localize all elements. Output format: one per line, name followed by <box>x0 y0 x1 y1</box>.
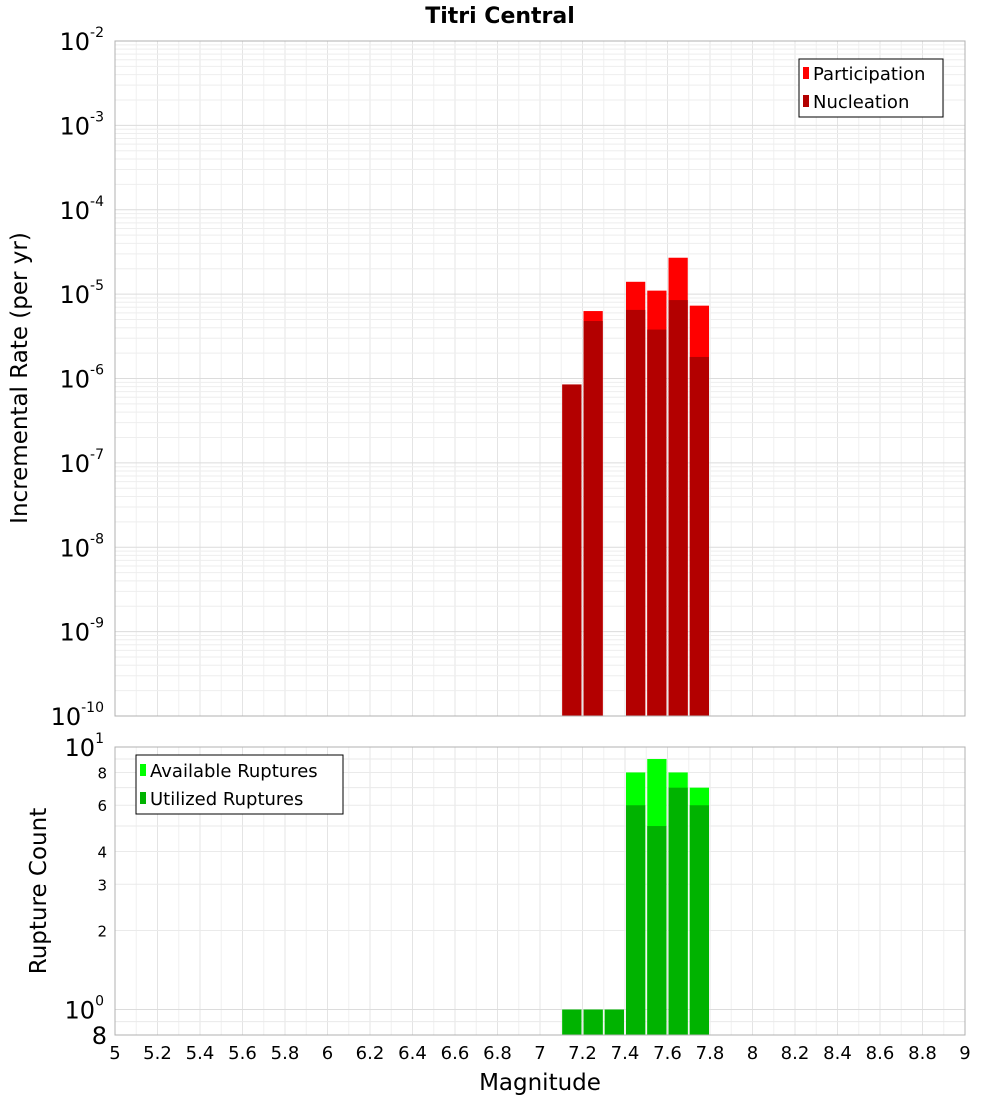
bar-utilized-ruptures <box>668 787 688 1035</box>
legend-swatch-nucleation <box>803 95 809 107</box>
bottom-y-minor-tick-label: 6 <box>97 797 107 815</box>
top-legend-box <box>798 58 944 118</box>
x-tick-label: 8.4 <box>823 1043 852 1064</box>
legend-swatch-utilized-ruptures <box>140 792 146 804</box>
bottom-legend: Available Ruptures Utilized Ruptures <box>135 754 344 815</box>
x-tick-label: 5 <box>109 1043 120 1064</box>
x-tick-label: 8.2 <box>781 1043 810 1064</box>
bottom-legend-box <box>135 754 344 815</box>
legend-swatch-available-ruptures <box>140 764 146 776</box>
legend-label-available-ruptures: Available Ruptures <box>150 761 318 782</box>
top-legend: Participation Nucleation <box>798 58 944 118</box>
top-y-axis-label: Incremental Rate (per yr) <box>7 232 33 524</box>
top-plot-border <box>114 40 966 717</box>
x-axis-label: Magnitude <box>479 1070 601 1096</box>
top-y-tick-label: 10-10 <box>51 700 104 731</box>
x-tick-label: 5.4 <box>186 1043 215 1064</box>
x-tick-label: 6.4 <box>398 1043 427 1064</box>
x-tick-label: 5.2 <box>143 1043 172 1064</box>
top-y-ticks: 10-10 10-9 10-8 10-7 10-6 10-5 10-4 10-3 10-2 <box>51 25 105 731</box>
x-ticks: 5 5.2 5.4 5.6 5.8 6 6.2 6.4 6.6 6.8 7 7.2 7.4 7.6 7.8 8… <box>109 1043 970 1064</box>
bottom-y-bottom-tick-label: 8 <box>92 1022 107 1050</box>
x-tick-label: 7.8 <box>696 1043 725 1064</box>
x-tick-label: 5.8 <box>271 1043 300 1064</box>
bar-nucleation <box>626 309 646 716</box>
chart-title: Titri Central <box>425 4 575 29</box>
top-y-tick-label: 10-7 <box>59 447 104 478</box>
top-y-tick-label: 10-3 <box>59 109 104 140</box>
top-y-tick-label: 10-6 <box>59 363 104 394</box>
bar-utilized-ruptures <box>647 826 667 1035</box>
bar-nucleation <box>668 300 688 716</box>
top-bars <box>562 257 709 716</box>
x-tick-label: 9 <box>959 1043 970 1064</box>
x-tick-label: 6.2 <box>356 1043 385 1064</box>
top-grid <box>114 41 966 717</box>
x-tick-label: 7.4 <box>611 1043 640 1064</box>
bottom-y-minor-tick-label: 4 <box>97 843 107 861</box>
x-tick-label: 7 <box>534 1043 545 1064</box>
bottom-y-axis-label: Rupture Count <box>26 808 52 974</box>
top-y-tick-label: 10-2 <box>59 25 104 56</box>
bottom-plot-border <box>114 746 966 1036</box>
bar-nucleation <box>583 321 603 716</box>
bottom-bars <box>562 759 709 1035</box>
x-tick-label: 5.6 <box>228 1043 257 1064</box>
bar-utilized-ruptures <box>626 805 646 1035</box>
legend-label-nucleation: Nucleation <box>813 92 909 113</box>
legend-swatch-participation <box>803 67 809 79</box>
x-tick-label: 8 <box>747 1043 758 1064</box>
bar-utilized-ruptures <box>562 1009 582 1035</box>
x-tick-label: 6.6 <box>441 1043 470 1064</box>
x-tick-label: 7.2 <box>568 1043 597 1064</box>
bar-utilized-ruptures <box>689 805 709 1035</box>
x-tick-label: 7.6 <box>653 1043 682 1064</box>
legend-label-participation: Participation <box>813 64 925 85</box>
x-tick-label: 8.6 <box>866 1043 895 1064</box>
bottom-y-minor-tick-label: 3 <box>97 876 107 894</box>
top-y-tick-label: 10-4 <box>59 194 104 225</box>
bottom-y-tick-label: 100 <box>65 994 104 1025</box>
bar-nucleation <box>647 329 667 716</box>
top-y-tick-label: 10-5 <box>59 278 104 309</box>
bar-nucleation <box>689 356 709 716</box>
legend-label-utilized-ruptures: Utilized Ruptures <box>150 789 303 810</box>
bar-nucleation <box>562 384 582 716</box>
bar-utilized-ruptures <box>583 1009 603 1035</box>
top-y-tick-label: 10-9 <box>59 616 104 647</box>
bar-utilized-ruptures <box>604 1009 624 1035</box>
bottom-y-tick-label: 101 <box>65 731 104 762</box>
top-y-tick-label: 10-8 <box>59 531 104 562</box>
bottom-y-minor-tick-label: 8 <box>97 764 107 782</box>
x-tick-label: 6 <box>322 1043 333 1064</box>
top-plot: 10-10 10-9 10-8 10-7 10-6 10-5 10-4 10-3 10-2 In… <box>7 25 966 731</box>
x-tick-label: 8.8 <box>908 1043 937 1064</box>
x-tick-label: 6.8 <box>483 1043 512 1064</box>
bottom-y-minor-tick-label: 2 <box>97 923 107 941</box>
